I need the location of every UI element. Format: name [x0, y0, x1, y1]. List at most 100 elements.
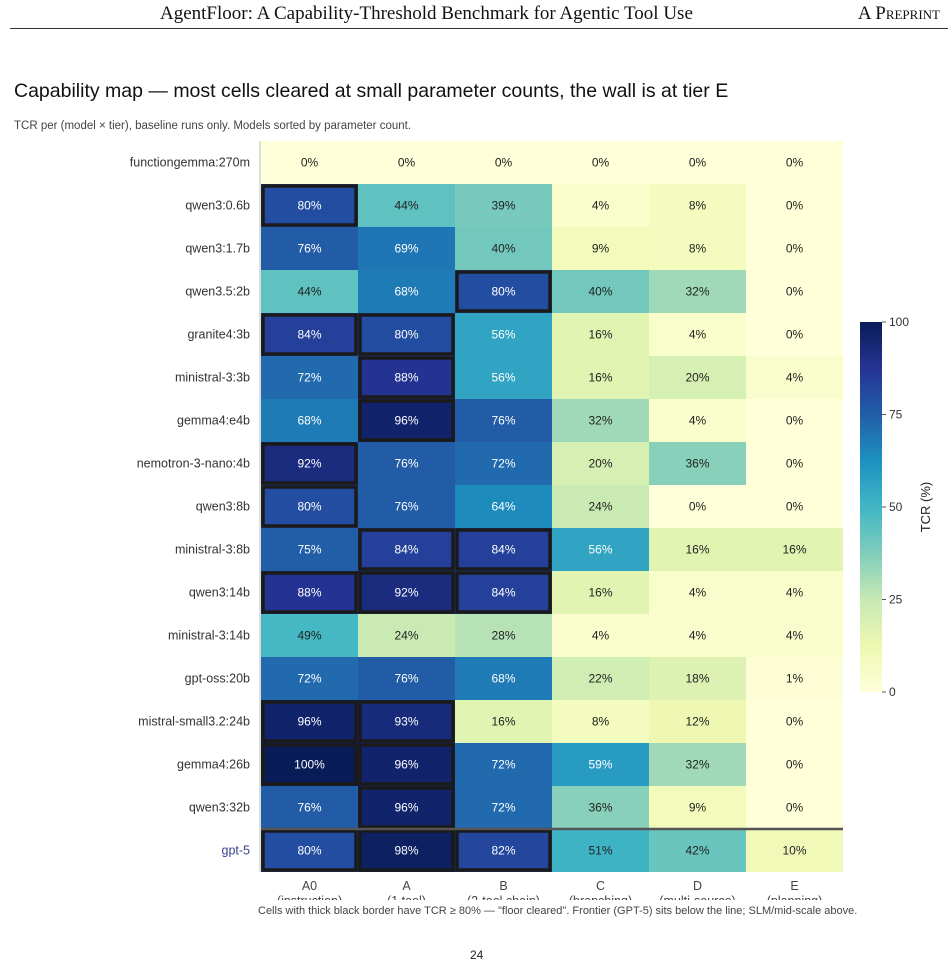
heatmap-cell: [649, 571, 746, 614]
heatmap-cell: [552, 700, 649, 743]
cell-value-label: 0%: [786, 801, 804, 815]
model-label: ministral-3:3b: [175, 371, 250, 385]
heatmap-cell: [552, 227, 649, 270]
model-label: qwen3:0.6b: [185, 199, 250, 213]
cell-value-label: 84%: [297, 328, 321, 342]
colorbar: [860, 322, 882, 692]
cell-value-label: 18%: [685, 672, 709, 686]
tier-code-label: A0: [302, 879, 317, 893]
cell-value-label: 16%: [588, 371, 612, 385]
heatmap-cell: [649, 700, 746, 743]
model-axis-labels: functiongemma:270m qwen3:0.6b qwen3:1.7b qw…: [130, 156, 250, 858]
cell-value-label: 72%: [491, 457, 515, 471]
heatmap-cell: [746, 141, 843, 184]
heatmap-cell: [455, 442, 552, 485]
model-label: gemma4:e4b: [177, 414, 250, 428]
cell-value-label: 32%: [685, 758, 709, 772]
cell-value-label: 28%: [491, 629, 515, 643]
cell-value-label: 20%: [588, 457, 612, 471]
cell-value-label: 8%: [689, 199, 707, 213]
heatmap-cell: [455, 700, 552, 743]
cell-value-label: 4%: [786, 586, 804, 600]
floor-cleared-borders: [261, 184, 552, 872]
model-label: qwen3:1.7b: [185, 242, 250, 256]
cell-value-label: 0%: [786, 156, 804, 170]
floor-cleared-border: [261, 485, 358, 528]
cell-value-label: 32%: [588, 414, 612, 428]
tier-desc-label: (planning): [767, 894, 823, 900]
cell-value-label: 80%: [491, 285, 515, 299]
heatmap-cell: [455, 184, 552, 227]
tier-desc-label: (2-tool chain): [467, 894, 540, 900]
heatmap-cell: [746, 743, 843, 786]
cell-value-label: 12%: [685, 715, 709, 729]
floor-cleared-border: [358, 829, 455, 872]
cell-value-label: 40%: [588, 285, 612, 299]
model-label: qwen3:8b: [196, 500, 250, 514]
cell-value-label: 44%: [297, 285, 321, 299]
cell-value-label: 76%: [394, 457, 418, 471]
heatmap-cell: [649, 313, 746, 356]
floor-cleared-border: [455, 829, 552, 872]
floor-cleared-border: [358, 571, 455, 614]
heatmap-cell: [649, 141, 746, 184]
cell-value-label: 75%: [297, 543, 321, 557]
tier-desc-label: (multi-source): [659, 894, 735, 900]
cell-value-label: 56%: [491, 371, 515, 385]
heatmap-cell: [455, 743, 552, 786]
heatmap-cell: [552, 743, 649, 786]
floor-cleared-border: [261, 829, 358, 872]
cell-value-label: 76%: [297, 242, 321, 256]
paper-running-title: AgentFloor: A Capability-Threshold Bench…: [160, 3, 693, 24]
cell-value-label: 0%: [786, 199, 804, 213]
preprint-label: A Preprint: [857, 3, 940, 24]
heatmap-cell: [552, 270, 649, 313]
model-label: qwen3.5:2b: [185, 285, 250, 299]
heatmap-cell: [649, 614, 746, 657]
cell-value-label: 96%: [394, 414, 418, 428]
heatmap-cell: [455, 657, 552, 700]
cell-value-label: 36%: [685, 457, 709, 471]
colorbar-tick-label: 50: [889, 500, 903, 514]
chart-caption: Cells with thick black border have TCR ≥…: [258, 905, 858, 917]
heatmap-cell: [552, 141, 649, 184]
cell-value-label: 39%: [491, 199, 515, 213]
cell-value-label: 98%: [394, 844, 418, 858]
heatmap-cell: [261, 657, 358, 700]
heatmap-cell: [455, 829, 552, 872]
cell-value-label: 93%: [394, 715, 418, 729]
heatmap-cell: [649, 399, 746, 442]
cell-value-label: 64%: [491, 500, 515, 514]
heatmap-cell: [261, 227, 358, 270]
model-label: qwen3:14b: [189, 586, 250, 600]
cell-value-label: 0%: [592, 156, 610, 170]
heatmap-cell: [261, 528, 358, 571]
heatmap-cell: [358, 614, 455, 657]
cell-value-label: 16%: [782, 543, 806, 557]
cell-value-label: 100%: [294, 758, 325, 772]
cell-value-label: 72%: [297, 672, 321, 686]
cell-value-label: 22%: [588, 672, 612, 686]
cell-value-label: 10%: [782, 844, 806, 858]
cell-value-label: 68%: [394, 285, 418, 299]
floor-cleared-border: [455, 528, 552, 571]
cell-value-label: 80%: [297, 199, 321, 213]
cell-value-label: 9%: [689, 801, 707, 815]
model-label: ministral-3:14b: [168, 629, 250, 643]
cell-value-label: 76%: [491, 414, 515, 428]
cell-value-label: 44%: [394, 199, 418, 213]
heatmap-cell: [261, 313, 358, 356]
cell-value-label: 4%: [786, 629, 804, 643]
colorbar-tick-label: 75: [889, 408, 903, 422]
heatmap-cell: [358, 485, 455, 528]
heatmap-cell: [358, 227, 455, 270]
floor-cleared-border: [358, 700, 455, 743]
floor-cleared-border: [261, 442, 358, 485]
heatmap-cell: [552, 657, 649, 700]
cell-value-label: 84%: [491, 586, 515, 600]
heatmap-cell: [261, 442, 358, 485]
cell-value-label: 72%: [491, 801, 515, 815]
heatmap-cell: [649, 528, 746, 571]
cell-value-label: 0%: [786, 758, 804, 772]
floor-cleared-border: [261, 313, 358, 356]
